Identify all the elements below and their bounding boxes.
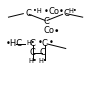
Text: C: C [25,9,31,18]
Text: •HC: •HC [6,39,23,48]
Text: H•: H• [39,58,47,64]
Text: H•: H• [26,40,35,46]
Text: •: • [59,7,64,16]
Text: Co: Co [49,7,60,16]
Text: C: C [30,39,36,48]
Text: Co: Co [43,26,54,35]
Text: C: C [43,17,49,26]
Text: H•: H• [28,58,37,64]
Text: C: C [40,48,46,57]
Text: H•: H• [68,8,77,14]
Text: C: C [63,9,69,18]
Text: •H: •H [33,8,42,14]
Text: •: • [38,38,43,47]
Text: C: C [41,39,47,48]
Text: •: • [54,27,59,36]
Text: •: • [49,38,54,47]
Text: C: C [29,48,35,57]
Text: •: • [44,7,49,16]
